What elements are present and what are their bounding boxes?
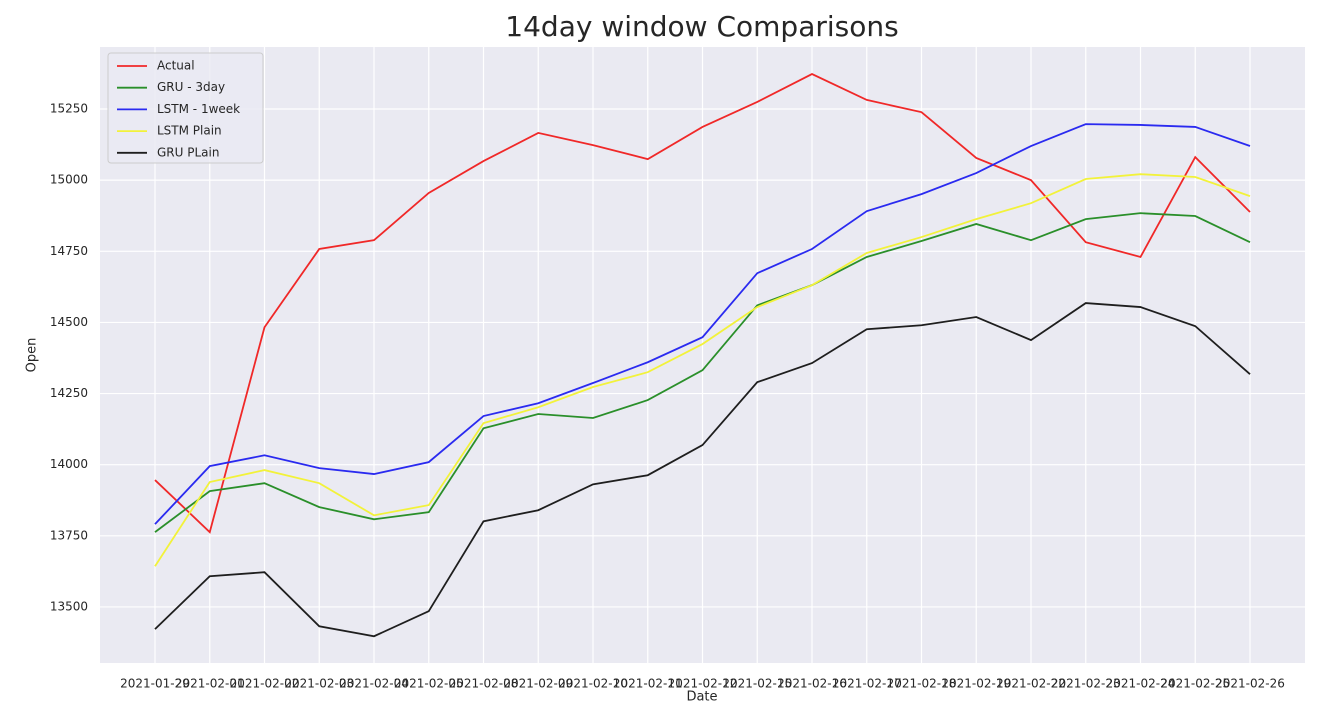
y-tick-label: 13750: [50, 528, 88, 542]
legend-label: LSTM - 1week: [157, 102, 240, 116]
chart-title: 14day window Comparisons: [505, 10, 898, 43]
x-tick-label: 2021-02-18: [887, 677, 957, 691]
y-axis-label: Open: [25, 338, 40, 373]
x-tick-label: 2021-02-04: [339, 677, 409, 691]
y-tick-label: 14500: [50, 315, 88, 329]
x-tick-label: 2021-02-23: [1051, 677, 1121, 691]
x-tick-label: 2021-02-17: [832, 677, 902, 691]
x-tick-label: 2021-02-15: [722, 677, 792, 691]
x-tick-label: 2021-02-22: [996, 677, 1066, 691]
x-tick-label: 2021-02-02: [230, 677, 300, 691]
y-tick-label: 15000: [50, 173, 88, 187]
legend-label: GRU PLain: [157, 145, 219, 159]
x-tick-label: 2021-02-25: [1160, 677, 1230, 691]
series-line: [154, 173, 1251, 567]
series-line: [154, 212, 1251, 533]
x-tick-label: 2021-02-01: [175, 677, 245, 691]
x-tick-label: 2021-02-12: [668, 677, 738, 691]
x-tick-label: 2021-02-03: [284, 677, 354, 691]
y-tick-label: 14000: [50, 457, 88, 471]
x-tick-label: 2021-02-19: [941, 677, 1011, 691]
x-tick-label: 2021-02-24: [1106, 677, 1176, 691]
x-tick-label: 2021-02-11: [613, 677, 683, 691]
x-tick-label: 2021-02-26: [1215, 677, 1285, 691]
y-tick-label: 15250: [50, 102, 88, 116]
x-tick-label: 2021-02-05: [394, 677, 464, 691]
x-tick-label: 2021-02-16: [777, 677, 847, 691]
legend: Actual GRU - 3day LSTM - 1week LSTM Plain GR…: [107, 52, 264, 164]
y-tick-label: 14750: [50, 244, 88, 258]
y-tick-label: 14250: [50, 386, 88, 400]
x-tick-label: 2021-02-10: [558, 677, 628, 691]
x-tick-label: 2021-02-08: [449, 677, 519, 691]
x-tick-label: 2021-01-29: [120, 677, 190, 691]
series-line: [154, 123, 1251, 525]
legend-label: LSTM Plain: [157, 124, 222, 138]
lines: [154, 73, 1251, 638]
legend-box: [107, 52, 264, 164]
series-line: [154, 302, 1251, 638]
legend-label: Actual: [157, 59, 195, 73]
x-tick-label: 2021-02-09: [503, 677, 573, 691]
legend-label: GRU - 3day: [157, 80, 225, 94]
x-axis-label: Date: [686, 690, 717, 701]
y-tick-label: 13500: [50, 599, 88, 613]
series-line: [154, 73, 1251, 534]
